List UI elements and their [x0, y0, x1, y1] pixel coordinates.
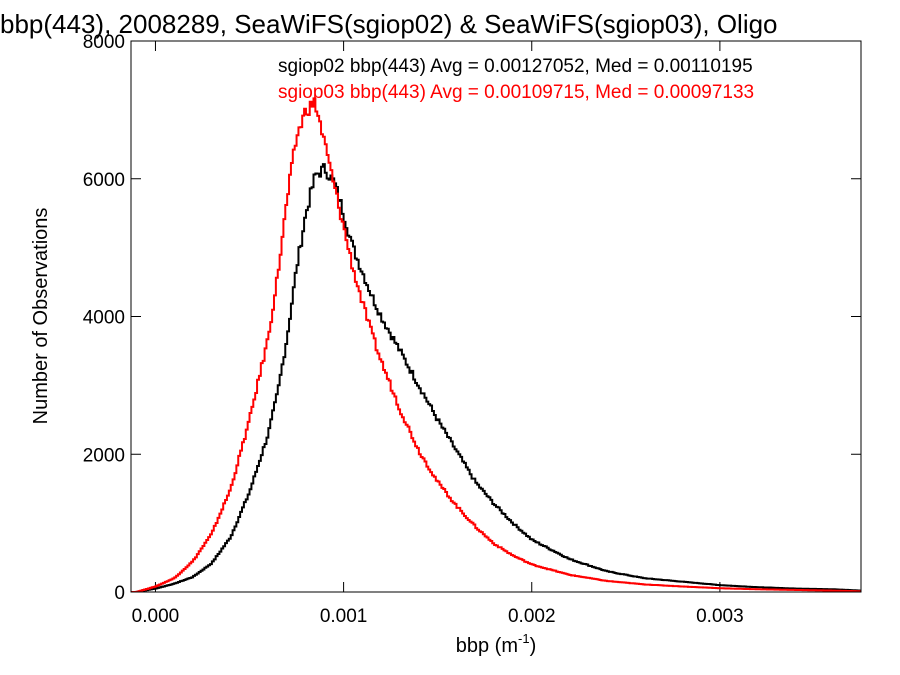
series-layer	[131, 97, 861, 592]
y-tick-label: 8000	[83, 32, 125, 53]
x-axis-label-text: bbp (m	[456, 635, 518, 657]
series-sgiop03	[131, 97, 861, 592]
plot-frame	[130, 40, 862, 593]
series-sgiop02	[131, 163, 861, 592]
annotation-sgiop03: sgiop03 bbp(443) Avg = 0.00109715, Med =…	[278, 82, 754, 103]
x-tick-label: 0.000	[132, 606, 180, 627]
y-tick-label: 6000	[83, 170, 125, 191]
y-tick-label: 0	[114, 583, 125, 604]
y-axis-label: Number of Observations	[30, 208, 52, 425]
y-tick-label: 2000	[83, 445, 125, 466]
x-tick-label: 0.001	[320, 606, 368, 627]
x-axis-label-close: )	[530, 635, 537, 657]
x-tick-label: 0.002	[508, 606, 556, 627]
x-axis: 0.000 0.001 0.002 0.003	[132, 41, 744, 627]
x-tick-label: 0.003	[696, 606, 744, 627]
chart-title: bbp(443), 2008289, SeaWiFS(sgiop02) & Se…	[0, 9, 778, 39]
y-axis: 0 2000 4000 6000 8000	[83, 32, 861, 604]
annotation-sgiop02: sgiop02 bbp(443) Avg = 0.00127052, Med =…	[278, 56, 753, 77]
x-axis-label: bbp (m-1)	[456, 631, 536, 657]
y-tick-label: 4000	[83, 308, 125, 329]
x-axis-label-superscript: -1	[518, 631, 530, 646]
